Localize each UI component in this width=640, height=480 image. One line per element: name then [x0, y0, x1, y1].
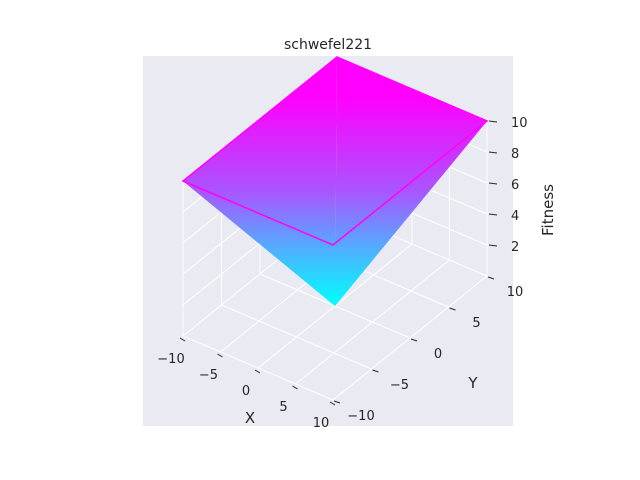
x-tick-label: −10	[157, 352, 184, 367]
tick-marks	[179, 120, 498, 406]
y-axis-label: Y	[467, 374, 478, 392]
x-tick	[217, 353, 223, 358]
tick-labels: −10 −5 0 5 10 −10 −5 0 5 10 2 4 6 8 10	[157, 116, 527, 431]
y-tick	[410, 338, 418, 342]
y-tick	[372, 369, 379, 373]
x-tick	[254, 369, 261, 374]
surface-rim	[181, 56, 489, 246]
y-tick	[333, 400, 341, 404]
x-tick	[179, 337, 186, 342]
x-tick-label: 10	[313, 416, 330, 431]
z-axis-label: Fitness	[539, 184, 557, 236]
y-tick-label: −5	[390, 378, 409, 393]
x-tick-label: 0	[242, 384, 250, 399]
y-tick-label: −10	[347, 409, 374, 424]
surface-face-right	[333, 121, 487, 306]
z-tick-label: 10	[511, 116, 528, 131]
z-tick	[488, 244, 498, 247]
grid-y-floor	[182, 335, 334, 401]
z-tick-label: 8	[511, 147, 519, 162]
z-tick	[488, 182, 498, 185]
x-tick	[329, 401, 336, 406]
grid-y-floor	[221, 304, 372, 370]
z-tick	[488, 213, 498, 216]
chart-title: schwefel221	[284, 37, 372, 53]
surface-face-front	[183, 181, 335, 306]
z-tick	[488, 120, 498, 123]
z-tick-label: 2	[511, 240, 519, 255]
x-tick-label: −5	[199, 368, 218, 383]
z-tick	[488, 151, 498, 154]
y-tick-label: 5	[472, 316, 480, 331]
x-tick-label: 5	[279, 400, 287, 415]
y-tick	[487, 276, 495, 280]
x-axis-label: X	[245, 409, 255, 427]
z-tick-label: 6	[511, 178, 519, 193]
x-tick	[292, 385, 298, 390]
y-tick-label: 0	[434, 347, 442, 362]
y-tick-label: 10	[507, 285, 524, 300]
surface	[181, 56, 489, 306]
z-tick-label: 4	[511, 209, 519, 224]
y-tick	[449, 307, 456, 311]
